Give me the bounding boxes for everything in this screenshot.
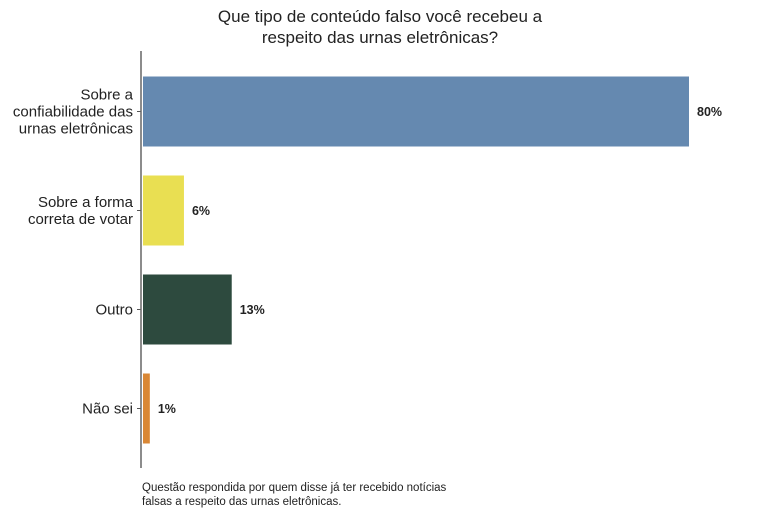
category-label: Sobre a forma correta de votar — [28, 194, 134, 228]
category-label-line: Sobre a — [80, 87, 133, 104]
category-label: Sobre a confiabilidade das urnas eletrônic… — [13, 87, 134, 138]
bar — [143, 175, 184, 246]
chart-title-line-1: Que tipo de conteúdo falso você recebeu … — [217, 7, 543, 26]
category-label: Não sei — [82, 401, 133, 418]
value-label: 1% — [158, 402, 176, 416]
category-label-line: Sobre a forma — [38, 194, 134, 211]
chart-title: Que tipo de conteúdo falso você recebeu … — [190, 6, 570, 48]
bar — [143, 373, 150, 444]
value-label: 80% — [697, 105, 722, 119]
category-label-line: Outro — [95, 302, 133, 319]
category-label-line: urnas eletrônicas — [19, 121, 133, 138]
category-label-line: Não sei — [82, 401, 133, 418]
chart-footnote-line-1: Questão respondida por quem disse já ter… — [142, 482, 447, 494]
value-label: 6% — [192, 204, 210, 218]
value-label: 13% — [240, 303, 265, 317]
chart-title-line-2: respeito das urnas eletrônicas? — [261, 28, 499, 47]
chart-footnote: Questão respondida por quem disse já ter… — [142, 481, 502, 509]
bar — [143, 76, 689, 147]
bar — [143, 274, 232, 345]
category-label-line: correta de votar — [28, 211, 133, 228]
category-label: Outro — [95, 302, 133, 319]
chart-footnote-line-2: falsas a respeito das urnas eletrônicas. — [142, 496, 342, 508]
category-label-line: confiabilidade das — [13, 104, 133, 121]
